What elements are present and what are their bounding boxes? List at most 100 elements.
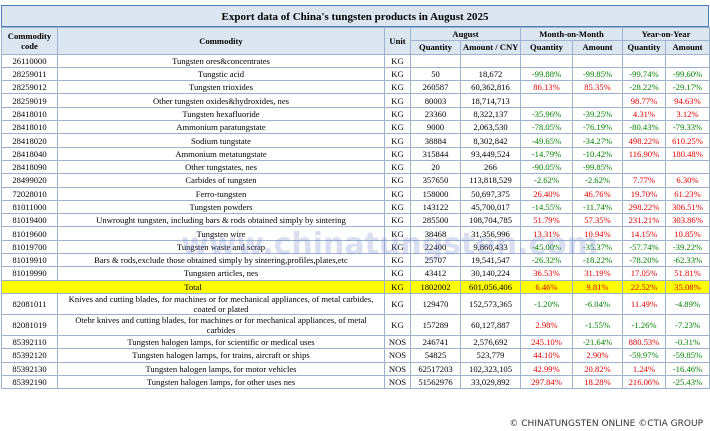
commodity-cell: Tungsten halogen lamps, for motor vehicl…: [57, 361, 385, 376]
data-cell: 18,714,713: [460, 93, 521, 108]
table-row: 72028010 Ferro-tungsten KG 158000 50,697,375…: [1, 186, 710, 201]
data-cell: 46.76%: [572, 186, 623, 201]
data-cell: -35.96%: [520, 106, 573, 122]
table-row: Total KG 1802002 601,056,406 6.46% 9.81% 22.52…: [1, 279, 710, 294]
table-title: Export data of China's tungsten products…: [1, 5, 709, 27]
data-cell: 303.86%: [665, 213, 710, 228]
data-cell: -76.19%: [572, 120, 623, 135]
code-cell: 28418090: [1, 159, 58, 175]
data-cell: -99.74%: [622, 66, 666, 82]
data-cell: 266: [460, 159, 521, 175]
commodity-cell: Tungstic acid: [57, 66, 385, 82]
data-cell: -99.60%: [665, 66, 710, 82]
data-cell: -99.85%: [572, 159, 623, 175]
data-cell: 86.13%: [520, 80, 573, 95]
export-table: Commodity code Commodity Unit August Month-o…: [1, 26, 710, 390]
data-cell: [520, 93, 573, 108]
data-cell: -1.20%: [520, 292, 573, 315]
table-row: 81019910 Bars & rods,exclude those obtain…: [1, 253, 710, 268]
table-row: 81019600 Tungsten wire KG 38468 31,356,996 13…: [1, 226, 710, 241]
commodity-cell: Carbides of tungsten: [57, 173, 385, 188]
data-cell: 143122: [410, 199, 461, 215]
data-cell: [410, 53, 461, 68]
data-cell: KG: [384, 93, 411, 108]
footer: © CHINATUNGSTEN ONLINE ©CTIA GROUP: [509, 419, 703, 429]
data-cell: KG: [384, 213, 411, 228]
total-label: Total: [1, 279, 385, 294]
data-cell: -6.04%: [572, 292, 623, 315]
commodity-cell: Sodium tungstate: [57, 133, 385, 148]
code-cell: 28259011: [1, 66, 58, 82]
commodity-cell: Ammonium metatungstate: [57, 146, 385, 161]
data-cell: -11.74%: [572, 199, 623, 215]
data-cell: 2.98%: [520, 313, 573, 336]
data-cell: KG: [384, 159, 411, 175]
header-cell: Commodity: [57, 27, 385, 55]
data-cell: 18,672: [460, 66, 521, 82]
data-cell: 245.10%: [520, 334, 573, 350]
data-cell: 6.46%: [520, 279, 573, 294]
data-cell: 51.81%: [665, 266, 710, 281]
data-cell: 129470: [410, 292, 461, 315]
code-cell: 81019990: [1, 266, 58, 281]
code-cell: 28499020: [1, 173, 58, 188]
code-cell: 85392120: [1, 348, 58, 363]
data-cell: 45,700,017: [460, 199, 521, 215]
data-cell: 57.35%: [572, 213, 623, 228]
code-cell: 82081011: [1, 292, 58, 315]
data-cell: 610.25%: [665, 133, 710, 148]
table-row: 85392130 Tungsten halogen lamps, for moto…: [1, 361, 710, 376]
commodity-cell: Ferro-tungsten: [57, 186, 385, 201]
data-cell: 2.90%: [572, 348, 623, 363]
data-cell: 30,140,224: [460, 266, 521, 281]
table-row: 28418020 Sodium tungstate KG 38884 8,302,842…: [1, 133, 710, 148]
table-row: 81011000 Tungsten powders KG 143122 45,700,0…: [1, 199, 710, 215]
data-cell: -78.20%: [622, 253, 666, 268]
table-row: 28499020 Carbides of tungsten KG 357650 113,…: [1, 173, 710, 188]
table-row: 26110000 Tungsten ores&concentrates KG: [1, 53, 710, 68]
code-cell: 85392110: [1, 334, 58, 350]
data-cell: 601,056,406: [460, 279, 521, 294]
data-cell: 19.70%: [622, 186, 666, 201]
data-cell: [622, 159, 666, 175]
data-cell: -7.23%: [665, 313, 710, 336]
data-cell: -99.85%: [572, 66, 623, 82]
data-cell: 54825: [410, 348, 461, 363]
data-cell: -21.64%: [572, 334, 623, 350]
commodity-cell: Tungsten halogen lamps, for scientific o…: [57, 334, 385, 350]
data-cell: 2,063,530: [460, 120, 521, 135]
data-cell: KG: [384, 313, 411, 336]
table-row: 28259019 Other tungsten oxides&hydroxides…: [1, 93, 710, 108]
data-cell: KG: [384, 279, 411, 294]
data-cell: 116.90%: [622, 146, 666, 161]
header-cell: Amount: [665, 40, 710, 55]
data-cell: -16.46%: [665, 361, 710, 376]
data-cell: 158000: [410, 186, 461, 201]
data-cell: 3.12%: [665, 106, 710, 122]
data-cell: 285500: [410, 213, 461, 228]
data-cell: 60,362,816: [460, 80, 521, 95]
data-cell: 7.77%: [622, 173, 666, 188]
data-cell: -49.65%: [520, 133, 573, 148]
data-cell: 85.35%: [572, 80, 623, 95]
header-cell: Month-on-Month: [520, 26, 623, 42]
data-cell: 94.63%: [665, 93, 710, 108]
data-cell: -1.55%: [572, 313, 623, 336]
page: Export data of China's tungsten products…: [1, 5, 710, 431]
data-cell: 20.82%: [572, 361, 623, 376]
code-cell: 28418010: [1, 120, 58, 135]
data-cell: -62.33%: [665, 253, 710, 268]
data-cell: KG: [384, 120, 411, 135]
data-cell: -2.62%: [572, 173, 623, 188]
data-cell: 11.49%: [622, 292, 666, 315]
commodity-cell: Ammonium paratungstate: [57, 120, 385, 135]
data-cell: 33,029,892: [460, 374, 521, 390]
data-cell: 50: [410, 66, 461, 82]
data-cell: KG: [384, 186, 411, 201]
data-cell: -28.22%: [622, 80, 666, 95]
commodity-cell: Tungsten trioxides: [57, 80, 385, 95]
data-cell: 880.53%: [622, 334, 666, 350]
header-cell: Quantity: [622, 40, 666, 55]
data-cell: -4.89%: [665, 292, 710, 315]
data-cell: -14.79%: [520, 146, 573, 161]
